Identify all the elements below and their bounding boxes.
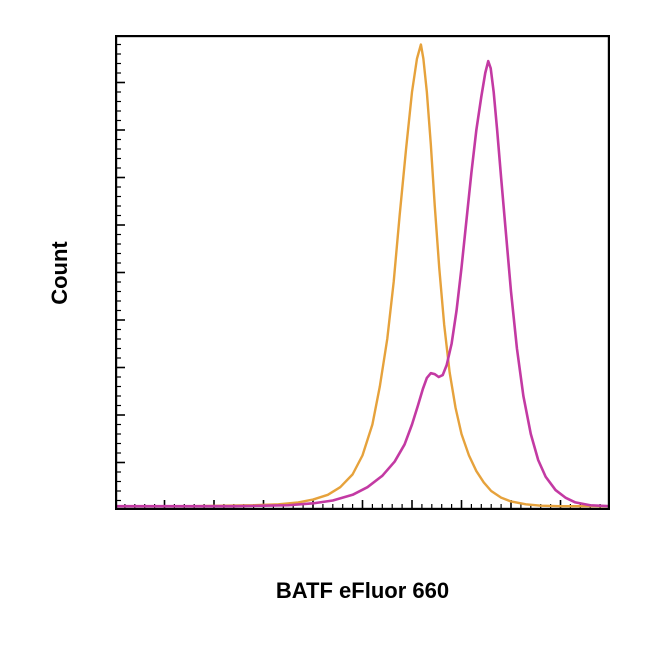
figure: Count BATF eFluor 660 xyxy=(0,0,650,645)
plot-area xyxy=(115,35,610,510)
histogram-svg xyxy=(115,35,610,510)
y-axis-label: Count xyxy=(47,193,73,353)
x-axis-label: BATF eFluor 660 xyxy=(115,578,610,604)
